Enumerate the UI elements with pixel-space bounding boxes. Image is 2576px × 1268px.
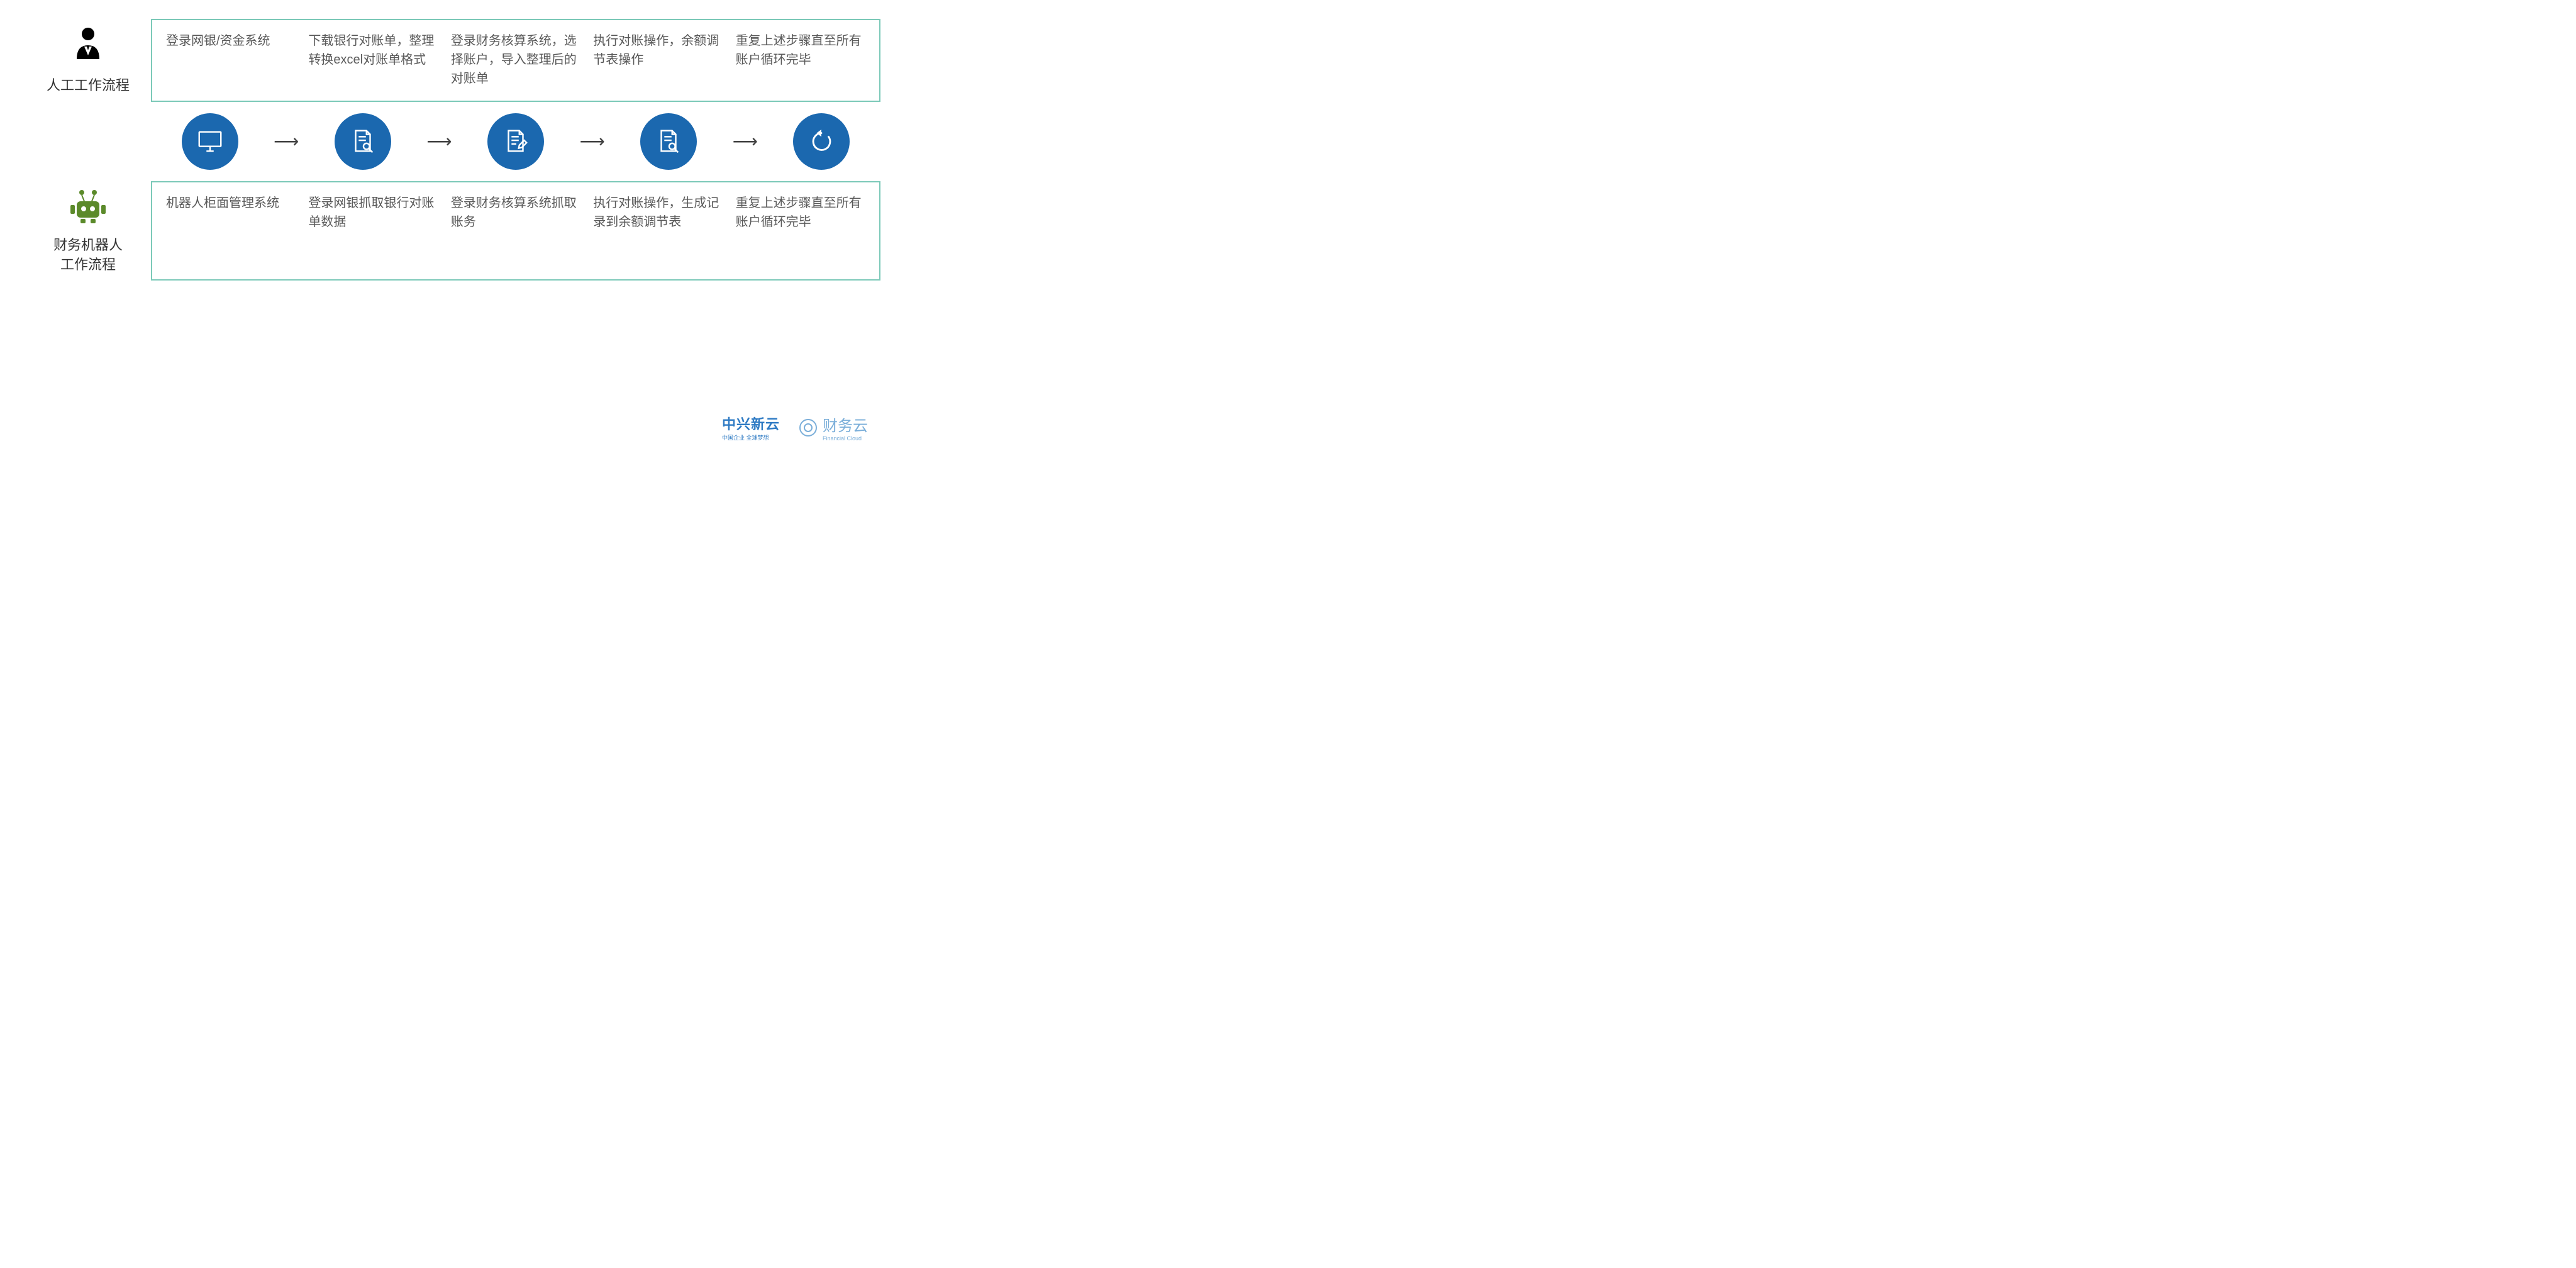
doc-search-icon xyxy=(640,113,697,170)
manual-steps-box: 登录网银/资金系统 下载银行对账单，整理转换excel对账单格式 登录财务核算系… xyxy=(151,19,880,102)
arrow-icon: ⟶ xyxy=(269,131,304,152)
label-manual-text: 人工工作流程 xyxy=(47,76,130,96)
robot-step-2: 登录网银抓取银行对账单数据 xyxy=(302,194,444,231)
monitor-icon xyxy=(182,113,238,170)
manual-step-5: 重复上述步骤直至所有账户循环完毕 xyxy=(730,31,872,69)
doc-edit-icon xyxy=(487,113,544,170)
logo-zxssc: 中兴新云 中国企业 全球梦想 xyxy=(722,413,780,442)
label-robot: 财务机器人 工作流程 xyxy=(25,181,151,281)
logo-financial-cloud: 财务云 Financial Cloud xyxy=(799,413,868,442)
workflow-diagram: 人工工作流程 登录网银/资金系统 下载银行对账单，整理转换excel对账单格式 … xyxy=(25,19,880,281)
logo2-sub: Financial Cloud xyxy=(823,435,868,442)
manual-step-3: 登录财务核算系统，选择账户，导入整理后的对账单 xyxy=(445,31,587,88)
robot-step-4: 执行对账操作，生成记录到余额调节表 xyxy=(587,194,729,231)
refresh-icon xyxy=(793,113,850,170)
label-manual: 人工工作流程 xyxy=(25,19,151,102)
label-robot-text: 财务机器人 工作流程 xyxy=(53,236,123,275)
person-icon xyxy=(68,25,108,69)
robot-icon xyxy=(67,187,109,228)
doc-search-icon xyxy=(335,113,391,170)
logo1-main: 中兴新云 xyxy=(722,413,780,433)
arrow-icon: ⟶ xyxy=(728,131,763,152)
robot-step-3: 登录财务核算系统抓取账务 xyxy=(445,194,587,231)
row-robot: 财务机器人 工作流程 机器人柜面管理系统 登录网银抓取银行对账单数据 登录财务核… xyxy=(25,181,880,281)
row-icons: ⟶ ⟶ xyxy=(25,102,880,181)
cloud-logo-icon xyxy=(799,418,818,437)
robot-step-5: 重复上述步骤直至所有账户循环完毕 xyxy=(730,194,872,231)
robot-steps-box: 机器人柜面管理系统 登录网银抓取银行对账单数据 登录财务核算系统抓取账务 执行对… xyxy=(151,181,880,281)
arrow-icon: ⟶ xyxy=(575,131,610,152)
logo1-sub: 中国企业 全球梦想 xyxy=(722,433,769,442)
manual-step-2: 下载银行对账单，整理转换excel对账单格式 xyxy=(302,31,444,69)
robot-step-1: 机器人柜面管理系统 xyxy=(160,194,302,213)
footer-logos: 中兴新云 中国企业 全球梦想 财务云 Financial Cloud xyxy=(722,413,868,442)
manual-step-1: 登录网银/资金系统 xyxy=(160,31,302,50)
icon-row: ⟶ ⟶ xyxy=(151,102,880,181)
row-manual: 人工工作流程 登录网银/资金系统 下载银行对账单，整理转换excel对账单格式 … xyxy=(25,19,880,102)
manual-step-4: 执行对账操作，余额调节表操作 xyxy=(587,31,729,69)
logo2-main: 财务云 xyxy=(823,413,868,435)
arrow-icon: ⟶ xyxy=(421,131,457,152)
